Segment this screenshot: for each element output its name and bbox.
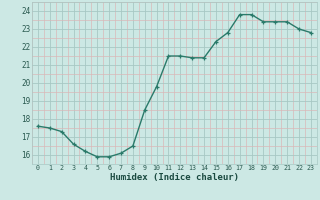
X-axis label: Humidex (Indice chaleur): Humidex (Indice chaleur) — [110, 173, 239, 182]
